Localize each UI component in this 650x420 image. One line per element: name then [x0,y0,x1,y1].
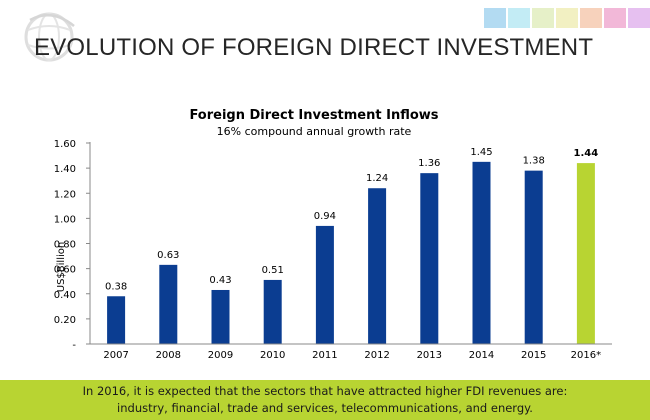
x-tick-label: 2013 [417,350,442,361]
bar-2010 [263,279,282,344]
chart-title: Foreign Direct Investment Inflows [189,108,438,123]
bar-2007 [107,296,126,344]
color-swatch [580,8,602,28]
bar-2015 [524,170,543,344]
x-tick-label: 2012 [364,350,389,361]
y-tick-label: 0.40 [54,290,76,301]
color-swatch [604,8,626,28]
y-tick-label: 0.60 [54,265,76,276]
bar-2013 [420,173,439,344]
x-tick-label: 2008 [156,350,181,361]
color-swatch [508,8,530,28]
data-label: 0.51 [262,265,284,276]
data-label: 1.36 [418,158,440,169]
data-label: 0.43 [209,275,231,286]
footer-line-1: In 2016, it is expected that the sectors… [82,384,568,398]
y-tick-label: 1.20 [54,189,76,200]
data-label: 1.38 [523,156,545,167]
x-tick-label: 2014 [469,350,494,361]
bar-2014 [472,161,491,344]
x-tick-label: 2007 [103,350,128,361]
y-axis-label: US$Billion [56,242,67,292]
y-tick-label: 0.80 [54,240,76,251]
x-tick-label: 2016* [571,350,601,361]
x-tick-label: 2009 [208,350,233,361]
color-swatch [628,8,650,28]
y-tick-label: 1.60 [54,139,76,150]
page-title: EVOLUTION OF FOREIGN DIRECT INVESTMENT [34,34,594,61]
data-label: 1.44 [574,148,599,159]
globe-icon [24,12,75,62]
data-label: 1.24 [366,173,388,184]
bar-2016* [576,163,595,344]
bar-2011 [315,225,334,344]
color-swatch-strip [482,8,650,28]
footer-banner: In 2016, it is expected that the sectors… [0,380,650,420]
data-label: 0.38 [105,281,127,292]
y-tick-label: 1.40 [54,164,76,175]
y-tick-label: - [72,340,76,351]
data-label: 0.63 [157,250,179,261]
color-swatch [556,8,578,28]
y-tick-label: 0.20 [54,315,76,326]
bar-2009 [211,289,230,344]
bar-2012 [368,188,387,344]
footer-line-2: industry, financial, trade and services,… [117,401,533,415]
y-tick-label: 1.00 [54,214,76,225]
x-tick-label: 2010 [260,350,285,361]
fdi-bar-chart: Foreign Direct Investment Inflows 16% co… [54,108,612,361]
data-label: 0.94 [314,211,336,222]
color-swatch [484,8,506,28]
color-swatch [532,8,554,28]
data-label: 1.45 [470,147,492,158]
bar-2008 [159,264,178,344]
chart-subtitle: 16% compound annual growth rate [217,125,412,138]
x-tick-label: 2011 [312,350,337,361]
x-tick-label: 2015 [521,350,546,361]
